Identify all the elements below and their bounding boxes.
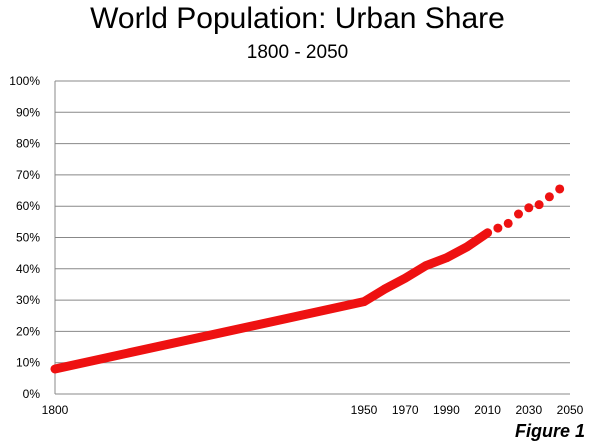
y-tick-label: 20% [16,324,40,338]
x-tick-label: 1990 [433,403,460,417]
data-series [50,184,565,374]
x-tick-label: 1800 [42,403,69,417]
y-tick-label: 80% [16,137,40,151]
y-tick-label: 100% [9,74,40,88]
x-tick-label: 2030 [515,403,542,417]
chart-title: World Population: Urban Share [90,2,505,35]
x-tick-labels: 1800 1950 1970 1990 2010 2030 2050 [42,403,584,417]
projection-point [534,200,544,210]
projection-point [514,209,523,219]
projection-point [493,223,503,233]
series-line-historical [50,228,493,374]
projection-point [524,203,534,213]
x-tick-label: 1950 [351,403,378,417]
y-tick-label: 70% [16,168,40,182]
figure-caption: Figure 1 [514,421,585,441]
y-tick-label: 60% [16,199,40,213]
x-tick-label: 1970 [392,403,419,417]
axes [54,81,570,395]
y-tick-label: 30% [16,293,40,307]
y-tick-labels: 0% 10% 20% 30% 40% 50% 60% 70% 80% 90% 100% [9,74,40,401]
chart-subtitle: 1800 - 2050 [246,42,349,63]
x-tick-label: 2010 [474,403,501,417]
projection-point [555,184,565,194]
projection-point [503,218,513,228]
x-tick-label: 2050 [557,403,584,417]
projection-point [544,192,554,202]
y-tick-label: 0% [23,387,41,401]
y-tick-label: 90% [16,105,40,119]
y-tick-label: 50% [16,231,40,245]
grid-lines [55,80,570,364]
y-tick-label: 40% [16,262,40,276]
y-tick-label: 10% [16,356,40,370]
